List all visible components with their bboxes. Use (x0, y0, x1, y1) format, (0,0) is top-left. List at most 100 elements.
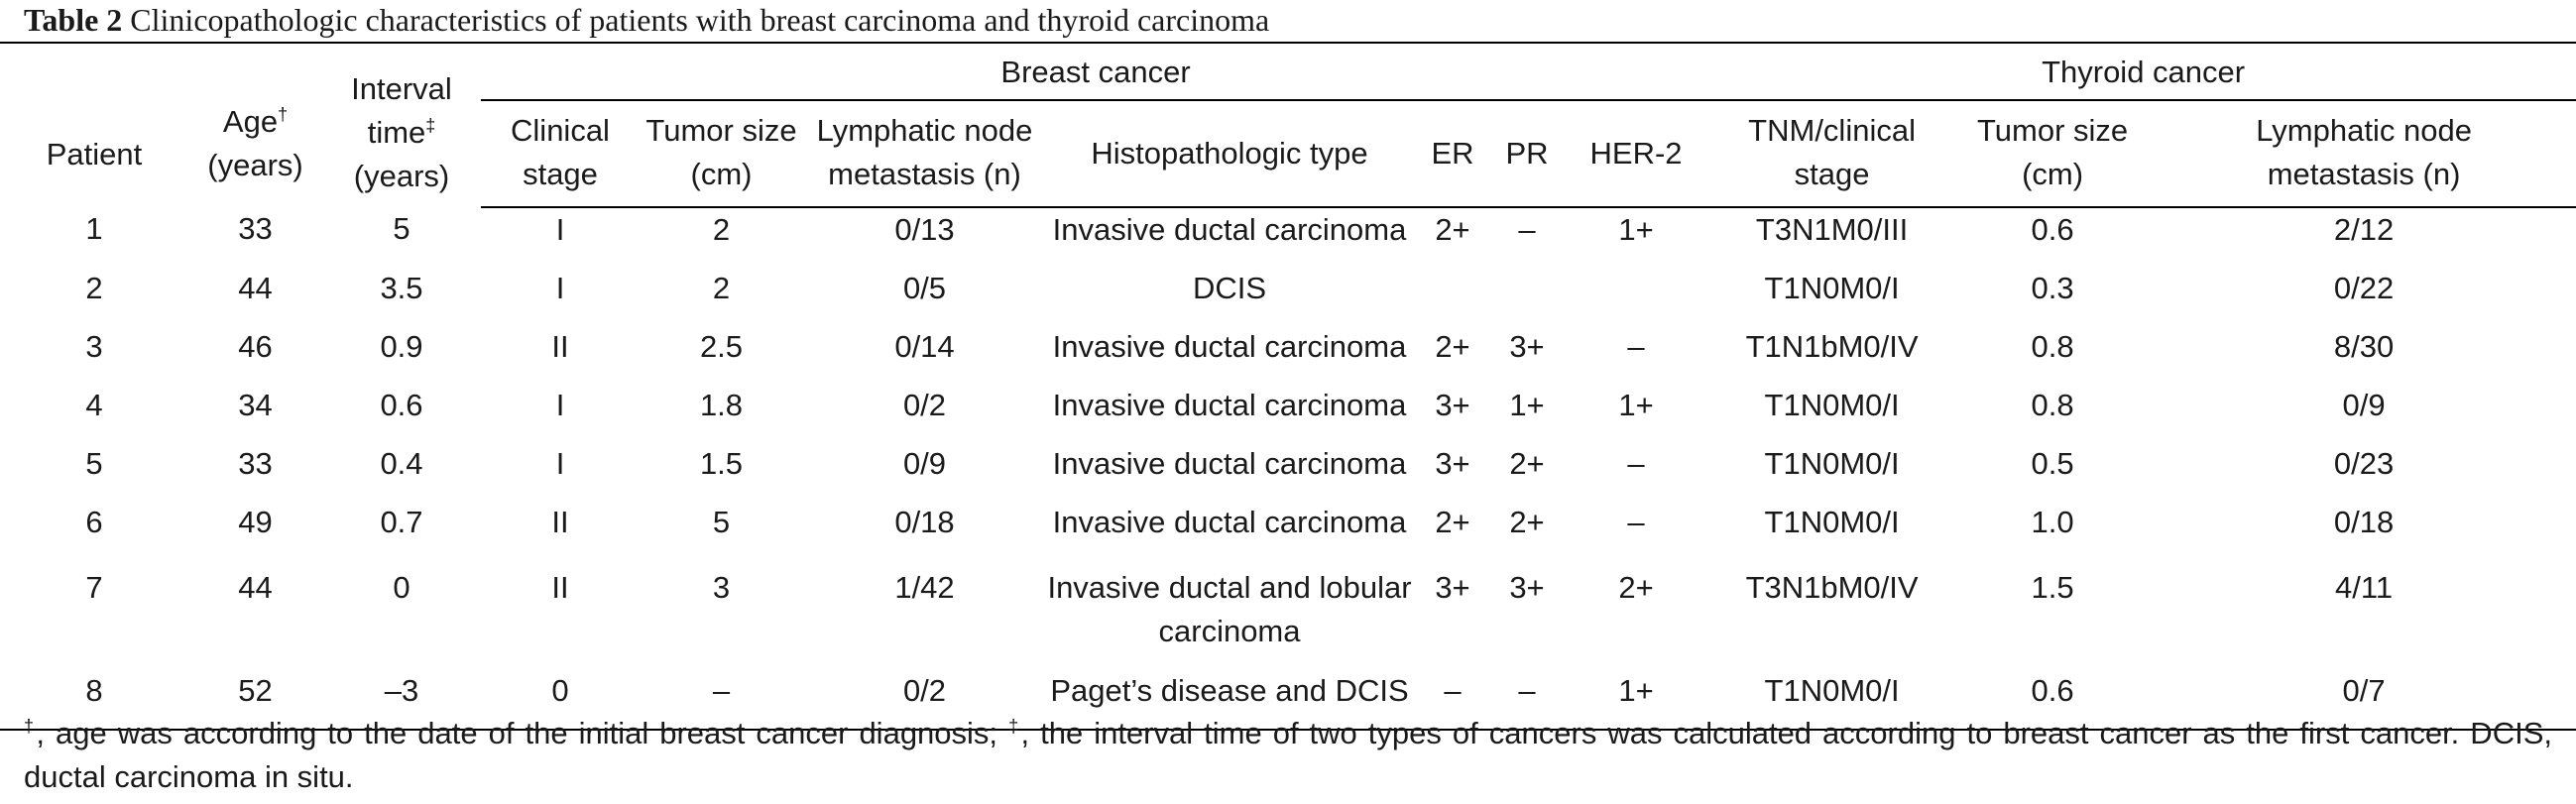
cell-breast-size: 5 (712, 505, 731, 539)
cell-histo: Invasive ductal carcinoma (1052, 388, 1407, 422)
cell-tnm: T1N0M0/I (1764, 505, 1900, 539)
cell-thyroid-size: 0.8 (2031, 329, 2074, 364)
cell-pr: 3+ (1509, 329, 1545, 364)
her2-header-text: HER-2 (1589, 136, 1683, 171)
cell-er: 2+ (1435, 329, 1470, 364)
cell-breast-size: 3 (712, 570, 731, 605)
cell-thyroid-size: 0.3 (2031, 271, 2074, 305)
cell-pr (1492, 267, 1562, 325)
cell-breast-lymph: 1/42 (894, 570, 955, 605)
cell-tnm: T1N0M0/I (1764, 271, 1900, 305)
cell-patient: 4 (85, 388, 103, 422)
thyroid-size-line2: (cm) (2022, 157, 2084, 191)
col-header-age: Age† (years) (188, 42, 322, 207)
cell-breast-lymph: 0/5 (902, 271, 947, 305)
cell-pr: 2+ (1509, 505, 1545, 539)
cell-her2: 2+ (1618, 570, 1654, 605)
header-row-groups: Patient Age† (years) Interval time‡ (yea… (0, 42, 2576, 207)
cell-thyroid-lymph: 0/18 (2333, 505, 2395, 539)
cell-thyroid-size: 0.6 (2031, 212, 2074, 247)
cell-age: 52 (188, 669, 322, 731)
cell-breast-stage: I (555, 446, 565, 481)
breast-lymph-line2: metastasis (n) (828, 157, 1021, 191)
cell-thyroid-size: 0.6 (1953, 669, 2153, 731)
cell-tnm: T1N0M0/I (1764, 388, 1900, 422)
col-header-breast-lymph: Lymphatic node metastasis (n) (803, 99, 1046, 208)
interval-double-dagger: ‡ (425, 115, 436, 136)
pr-header-text: PR (1505, 136, 1549, 171)
cell-er: 2+ (1435, 505, 1470, 539)
cell-breast-lymph: 0/18 (894, 505, 955, 539)
cell-breast-lymph: 0/2 (902, 388, 947, 422)
breast-lymph-line1: Lymphatic node (816, 113, 1033, 148)
interval-header-line1: Interval (351, 70, 452, 106)
cell-histo: Paget’s disease and DCIS (1046, 669, 1413, 731)
cell-breast-size: – (640, 669, 803, 731)
cell-her2: – (1627, 505, 1645, 539)
interval-header-unit: (years) (353, 158, 450, 193)
cell-breast-size: 1.5 (699, 446, 744, 481)
cell-her2: 1+ (1562, 669, 1711, 731)
cell-age: 49 (238, 505, 273, 539)
thyroid-lymph-line1: Lymphatic node (2256, 113, 2472, 148)
cell-her2: – (1627, 446, 1645, 481)
cell-patient: 8 (0, 669, 188, 731)
cell-interval: –3 (322, 669, 481, 731)
cell-thyroid-lymph: 0/23 (2333, 446, 2395, 481)
cell-histo: Invasive ductal and lobular carcinoma (1046, 559, 1413, 669)
cell-patient: 2 (85, 271, 103, 305)
cell-age: 34 (238, 388, 273, 422)
table-caption: Table 2 Clinicopathologic characteristic… (24, 0, 1269, 40)
cell-breast-size: 1.8 (699, 388, 744, 422)
cell-histo: Invasive ductal carcinoma (1052, 329, 1407, 364)
cell-er: 3+ (1435, 446, 1470, 481)
col-header-histopathologic-type: Histopathologic type (1046, 99, 1413, 208)
cell-pr: 2+ (1509, 446, 1545, 481)
cell-her2 (1562, 267, 1710, 325)
cell-thyroid-lymph: 0/7 (2152, 669, 2576, 731)
cell-patient: 7 (85, 570, 103, 605)
table-row: 8 52 –3 0 – 0/2 Paget’s disease and DCIS… (0, 669, 2576, 731)
cell-histo: Invasive ductal carcinoma (1052, 446, 1407, 481)
cell-interval: 0.7 (380, 505, 423, 539)
interval-header-line2: time (367, 114, 426, 150)
breast-stage-line1: Clinical (511, 113, 610, 148)
cell-age: 44 (238, 570, 273, 605)
table-row: 6 49 0.7 II 5 0/18 Invasive ductal carci… (0, 501, 2576, 559)
cell-breast-stage: II (551, 505, 569, 539)
cell-thyroid-size: 1.5 (2031, 570, 2074, 605)
footnote-age-text: , age was according to the date of the i… (36, 716, 998, 750)
cell-tnm: T1N0M0/I (1710, 669, 1954, 731)
cell-thyroid-lymph: 0/22 (2333, 271, 2395, 305)
cell-tnm: T1N0M0/I (1764, 446, 1900, 481)
cell-histo: DCIS (1192, 271, 1267, 305)
age-header-label: Age (222, 103, 279, 139)
table-footnote: †, age was according to the date of the … (24, 712, 2552, 799)
cell-breast-stage: II (551, 570, 569, 605)
cell-age: 33 (238, 446, 273, 481)
table-row: 2 44 3.5 I 2 0/5 DCIS T1N0M0/I 0.3 0/22 (0, 267, 2576, 325)
footnote-dagger: † (24, 716, 37, 737)
footnote-double-dagger: ‡ (1008, 716, 1021, 737)
cell-breast-lymph: 0/14 (894, 329, 955, 364)
cell-interval: 5 (393, 211, 410, 246)
table-row: 3 46 0.9 II 2.5 0/14 Invasive ductal car… (0, 325, 2576, 384)
cell-tnm: T3N1bM0/IV (1745, 570, 1919, 605)
cell-breast-size: 2 (712, 271, 731, 305)
cell-pr: – (1518, 212, 1536, 247)
table-row: 7 44 0 II 3 1/42 Invasive ductal and lob… (0, 559, 2576, 669)
cell-breast-stage: 0 (481, 669, 640, 731)
col-header-er: ER (1413, 99, 1492, 208)
col-header-thyroid-tnm: TNM/clinical stage (1710, 99, 1954, 208)
tnm-header-line1: TNM/clinical (1748, 113, 1916, 148)
cell-her2: 1+ (1618, 212, 1654, 247)
histo-header-text: Histopathologic type (1091, 136, 1368, 171)
characteristics-table: Patient Age† (years) Interval time‡ (yea… (0, 42, 2576, 731)
cell-thyroid-lymph: 4/11 (2335, 570, 2394, 605)
cell-tnm: T1N1bM0/IV (1745, 329, 1919, 364)
table-title: Clinicopathologic characteristics of pat… (130, 2, 1270, 38)
table-label: Table 2 (24, 2, 123, 38)
cell-breast-lymph: 0/9 (902, 446, 947, 481)
group-header-thyroid-cancer: Thyroid cancer (1710, 42, 2576, 100)
cell-her2: – (1627, 329, 1645, 364)
